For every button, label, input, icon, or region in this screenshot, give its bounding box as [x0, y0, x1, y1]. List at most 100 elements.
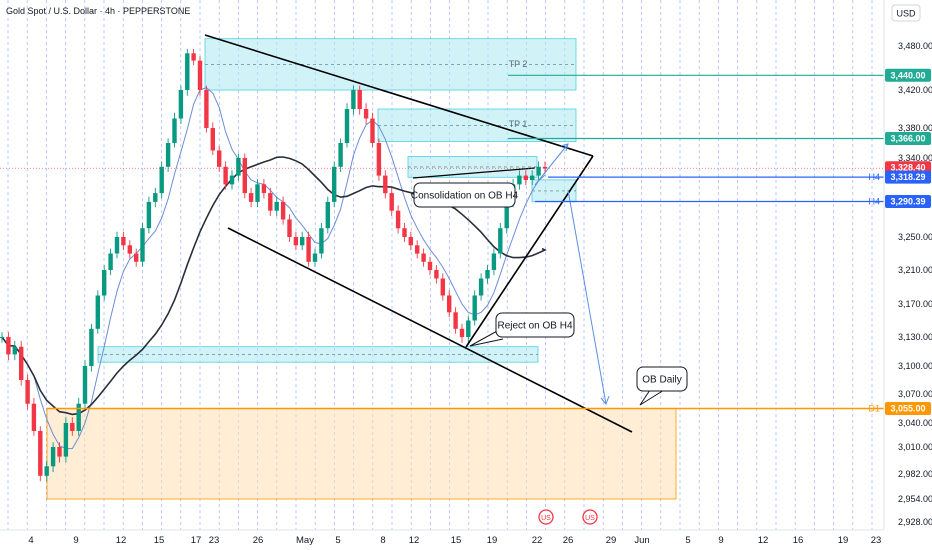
candle-body	[76, 403, 81, 431]
projection-arrow-down-head	[600, 395, 610, 405]
x-tick-label: 5	[335, 535, 340, 546]
candle-body	[25, 380, 30, 404]
candle-body	[229, 175, 235, 185]
candle-body	[383, 175, 388, 194]
zone-label: TP 1	[509, 119, 528, 129]
candle-body	[498, 228, 503, 254]
y-tick-label: 2,928.00	[898, 517, 932, 527]
candle-body	[402, 228, 407, 237]
y-tick-label: 3,480.00	[898, 41, 932, 51]
candle-body	[312, 253, 318, 262]
candle-body	[447, 295, 452, 313]
price-tag-label-h4b: 3,290.39	[890, 197, 925, 207]
candle-body	[121, 237, 126, 246]
y-tick-label: 3,040.00	[898, 418, 932, 428]
x-tick-label: 29	[606, 535, 617, 546]
candle-body	[325, 201, 330, 229]
candle-body	[478, 278, 484, 296]
candle-body	[530, 175, 535, 180]
candle-body	[236, 158, 241, 176]
callout-reject[interactable]: Reject on OB H4	[469, 312, 575, 347]
price-scale[interactable]	[884, 0, 932, 550]
candle-body	[440, 278, 445, 296]
x-tick-label: 22	[532, 535, 543, 546]
zone-rect	[46, 408, 677, 500]
candle-body	[114, 237, 120, 254]
x-tick-label: 9	[73, 535, 78, 546]
candle-body	[140, 228, 145, 262]
candle-body	[255, 184, 260, 202]
y-tick-label: 3,250.00	[898, 232, 932, 242]
y-tick-label: 3,100.00	[898, 361, 932, 371]
candle-body	[453, 312, 458, 329]
candle-body	[542, 166, 548, 169]
x-tick-label: 19	[838, 535, 849, 546]
svg-text:US: US	[585, 515, 595, 522]
vertical-gridlines	[7, 0, 873, 530]
x-tick-label: 15	[451, 535, 462, 546]
price-tag-label-d1: 3,055.00	[890, 404, 925, 414]
price-tag-d1	[885, 402, 931, 415]
candle-body	[185, 53, 190, 90]
candle-body	[408, 237, 413, 246]
callout-ob-daily[interactable]: OB Daily	[636, 366, 688, 406]
candle-body	[223, 166, 228, 185]
candle-body	[172, 118, 177, 143]
candles	[0, 48, 548, 482]
price-tag-h4a	[885, 170, 931, 184]
candle-body	[6, 337, 11, 355]
x-tick-label: 12	[116, 535, 127, 546]
candle-body	[70, 423, 75, 431]
candle-body	[95, 295, 100, 329]
candle-body	[268, 193, 273, 211]
support-trendline	[465, 155, 594, 348]
x-tick-label: 5	[685, 535, 690, 546]
x-tick-label: 4	[28, 535, 33, 546]
candle-body	[63, 423, 69, 457]
candle-body	[38, 431, 43, 476]
candle-body	[159, 166, 164, 194]
economic-event-icon-2[interactable]: US	[582, 509, 598, 525]
candle-body	[204, 90, 209, 128]
moving-average-fast	[1, 87, 546, 450]
candle-body	[434, 270, 439, 279]
candle-body	[197, 60, 203, 90]
candle-body	[415, 245, 420, 254]
currency-selector[interactable]: USD	[891, 4, 921, 22]
price-tags: 3,440.003,366.003,328.4003:07:493,318.29…	[885, 68, 931, 415]
x-tick-label: 9	[718, 535, 723, 546]
candle-body	[363, 109, 369, 119]
candle-body	[178, 90, 184, 119]
y-tick-label: 3,210.00	[898, 265, 932, 275]
candle-body	[50, 447, 56, 467]
candle-body	[19, 346, 24, 380]
candle-body	[491, 253, 497, 270]
price-tag-tp2	[885, 68, 931, 82]
lower-trendline	[227, 227, 633, 433]
candle-body	[82, 366, 88, 404]
callout-ob-daily-text: OB Daily	[642, 375, 681, 386]
x-tick-label: 26	[563, 535, 574, 546]
time-scale[interactable]	[0, 530, 884, 550]
currency-label: USD	[896, 9, 916, 19]
y-tick-label: 2,954.00	[898, 494, 932, 504]
callout-consolidation[interactable]: Consolidation on OB H4	[411, 182, 519, 208]
y-axis-ticks: 3,480.00 3,420.00 3,380.00 3,340.00 3,250.00…	[898, 41, 932, 527]
callout-consolidation-text: Consolidation on OB H4	[411, 191, 519, 202]
candle-body	[472, 295, 477, 321]
candle-body	[344, 109, 350, 143]
x-axis-ticks: 4 9 12 15 17 23 26 May 5 8 12 15 19 22 26 29 Jun 5 9 12 16 19…	[28, 535, 881, 546]
candle-body	[89, 328, 94, 367]
projection-arrow-down	[567, 189, 607, 405]
candle-body	[427, 261, 433, 271]
candle-body	[242, 158, 247, 194]
candle-body	[102, 270, 107, 296]
candle-body	[191, 53, 196, 61]
candle-body	[306, 237, 311, 262]
y-tick-label: 3,380.00	[898, 123, 932, 133]
economic-event-icon-1[interactable]: US	[538, 509, 554, 525]
x-tick-label: Jun	[634, 535, 649, 546]
candle-body	[108, 253, 113, 270]
y-tick-label: 3,070.00	[898, 389, 932, 399]
